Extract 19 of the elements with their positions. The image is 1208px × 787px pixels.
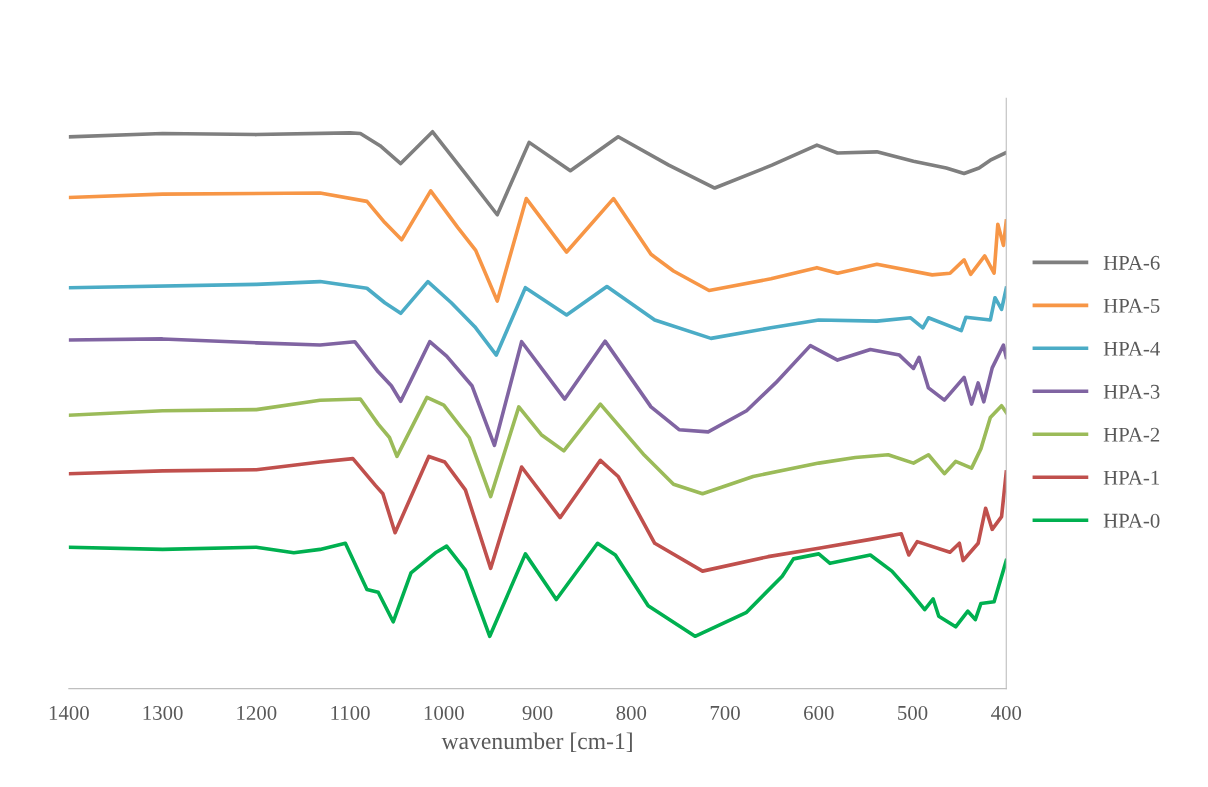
legend-label: HPA-1 — [1103, 470, 1160, 485]
x-tick-label: 500 — [898, 705, 928, 720]
x-tick-label: 800 — [616, 705, 647, 720]
legend-label: HPA-5 — [1103, 298, 1160, 313]
legend-label: HPA-0 — [1103, 513, 1160, 528]
legend-label: HPA-2 — [1103, 427, 1160, 442]
x-tick-label: 600 — [804, 705, 834, 720]
x-tick-label: 700 — [710, 705, 740, 720]
legend-label: HPA-4 — [1103, 341, 1160, 356]
x-axis-title: wavenumber [cm-1] — [441, 732, 632, 753]
x-tick-label: 1400 — [49, 705, 89, 720]
x-tick-label: 900 — [522, 705, 553, 720]
legend-label: HPA-3 — [1103, 384, 1160, 399]
x-tick-label: 1100 — [331, 705, 370, 720]
x-tick-label: 1300 — [143, 705, 183, 720]
x-tick-label: 1000 — [424, 705, 464, 720]
legend-label: HPA-6 — [1103, 255, 1160, 270]
x-tick-label: 1200 — [237, 705, 277, 720]
x-tick-label: 400 — [991, 705, 1022, 720]
